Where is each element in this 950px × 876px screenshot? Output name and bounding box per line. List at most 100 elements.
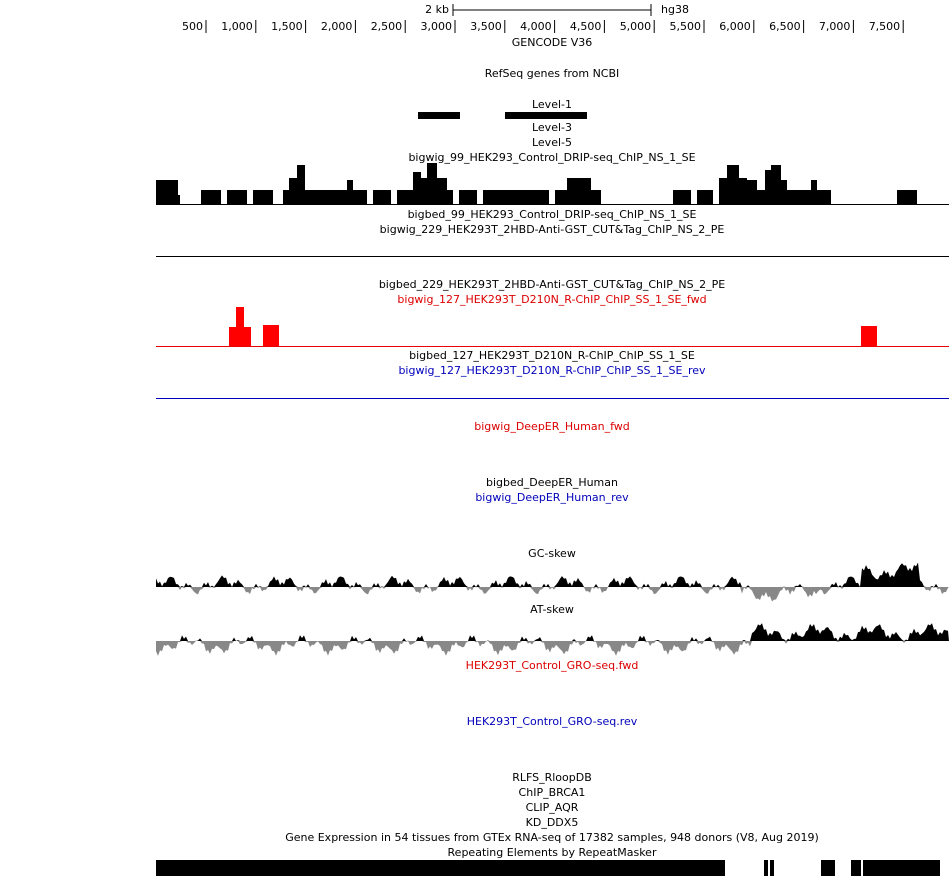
track-label: KD_DDX5 <box>526 816 579 829</box>
ruler-tick-label: 6,000 <box>719 20 751 33</box>
signal-bar <box>719 178 727 204</box>
signal-bar <box>413 172 421 204</box>
signal-bar <box>697 190 713 204</box>
signal-bar <box>817 190 831 204</box>
signal-bar <box>178 195 180 204</box>
track-label: bigwig_229_HEK293T_2HBD-Anti-GST_CUT&Tag… <box>380 223 725 236</box>
signal-bar <box>555 190 567 204</box>
signal-bar <box>591 190 601 204</box>
ruler-tick-label: 1,000 <box>221 20 253 33</box>
ruler-tick-label: 2,000 <box>321 20 353 33</box>
signal-bar <box>501 190 517 204</box>
signal-bar <box>787 190 801 204</box>
ruler-tick-label: 1,500 <box>271 20 303 33</box>
track-label: bigbed_127_HEK293T_D210N_R-ChIP_ChIP_SS_… <box>409 349 695 362</box>
signal-bar <box>447 190 453 204</box>
ruler-tick-label: 4,500 <box>570 20 602 33</box>
assembly-label: hg38 <box>661 3 689 16</box>
signal-bar <box>781 180 787 204</box>
signal-bar <box>483 190 501 204</box>
track-label: Level-1 <box>532 98 572 111</box>
track-label: ChIP_BRCA1 <box>519 786 586 799</box>
track-label: bigwig_127_HEK293T_D210N_R-ChIP_ChIP_SS_… <box>398 364 706 377</box>
signal-bar <box>811 180 817 204</box>
ruler-tick-label: 5,500 <box>670 20 702 33</box>
track-label: Level-5 <box>532 136 572 149</box>
track-label: GENCODE V36 <box>512 36 592 49</box>
repeat-block <box>863 860 940 876</box>
skew-negative <box>156 641 949 656</box>
signal-bar <box>236 307 244 346</box>
ruler-tick-label: 2,500 <box>371 20 403 33</box>
signal-bar <box>397 190 413 204</box>
signal-bar <box>427 163 437 204</box>
repeat-block <box>156 860 725 876</box>
signal-bar <box>533 190 549 204</box>
ruler-tick-label: 5,000 <box>620 20 652 33</box>
ruler-tick-label: 6,500 <box>769 20 801 33</box>
signal-bar <box>283 190 289 204</box>
ruler-tick-label: 7,000 <box>819 20 851 33</box>
signal-bar <box>567 178 591 204</box>
repeat-block <box>770 860 774 876</box>
track-label: bigbed_DeepER_Human <box>486 476 618 489</box>
track-label: bigbed_229_HEK293T_2HBD-Anti-GST_CUT&Tag… <box>379 278 725 291</box>
signal-bar <box>861 326 877 346</box>
signal-bar <box>765 170 771 204</box>
track-label: HEK293T_Control_GRO-seq.rev <box>467 715 638 728</box>
signal-bar <box>421 178 427 204</box>
signal-bar <box>897 190 917 204</box>
signal-bar <box>739 178 747 204</box>
repeat-block <box>821 860 835 876</box>
skew-positive <box>156 623 949 641</box>
track-label: bigwig_127_HEK293T_D210N_R-ChIP_ChIP_SS_… <box>397 293 706 306</box>
ruler-tick-label: 3,500 <box>470 20 502 33</box>
signal-bar <box>347 180 353 204</box>
signal-bar <box>437 178 447 204</box>
track-label: RefSeq genes from NCBI <box>485 67 620 80</box>
track-label: bigwig_DeepER_Human_rev <box>475 491 629 504</box>
track-label: RLFS_RloopDB <box>512 771 592 784</box>
signal-bar <box>253 190 273 204</box>
track-label: HEK293T_Control_GRO-seq.fwd <box>466 659 639 672</box>
signal-bar <box>156 180 178 204</box>
skew-negative <box>156 587 949 602</box>
gene-block <box>505 112 587 119</box>
track-label: GC-skew <box>528 547 576 560</box>
track-label: AT-skew <box>530 603 574 616</box>
track-label: Gene Expression in 54 tissues from GTEx … <box>285 831 819 844</box>
track-label: Level-3 <box>532 121 572 134</box>
signal-bar <box>727 165 739 204</box>
signal-bar <box>459 190 477 204</box>
ruler-tick-label: 3,000 <box>421 20 453 33</box>
signal-bar <box>317 190 347 204</box>
ruler-tick-label: 500 <box>182 20 203 33</box>
signal-bar <box>801 190 811 204</box>
repeat-block <box>764 860 768 876</box>
track-label: Repeating Elements by RepeatMasker <box>448 846 657 859</box>
signal-bar <box>289 178 297 204</box>
signal-bar <box>305 190 317 204</box>
skew-positive <box>156 562 949 587</box>
signal-bar <box>517 190 533 204</box>
signal-bar <box>747 180 757 204</box>
signal-bar <box>263 325 279 346</box>
track-label: CLIP_AQR <box>526 801 579 814</box>
signal-shapes <box>156 163 949 876</box>
scale-label: 2 kb <box>425 3 449 16</box>
gene-block <box>418 112 460 119</box>
signal-bar <box>771 165 781 204</box>
signal-bar <box>757 190 765 204</box>
ruler-tick-label: 7,500 <box>869 20 901 33</box>
track-label: bigwig_DeepER_Human_fwd <box>474 420 629 433</box>
signal-bar <box>297 165 305 204</box>
signal-bar <box>227 190 247 204</box>
repeat-block <box>851 860 861 876</box>
track-label: bigbed_99_HEK293_Control_DRIP-seq_ChIP_N… <box>408 208 697 221</box>
signal-bar <box>353 190 367 204</box>
signal-bar <box>201 190 221 204</box>
track-label: bigwig_99_HEK293_Control_DRIP-seq_ChIP_N… <box>408 151 695 164</box>
ruler-tick-label: 4,000 <box>520 20 552 33</box>
signal-bar <box>373 190 391 204</box>
